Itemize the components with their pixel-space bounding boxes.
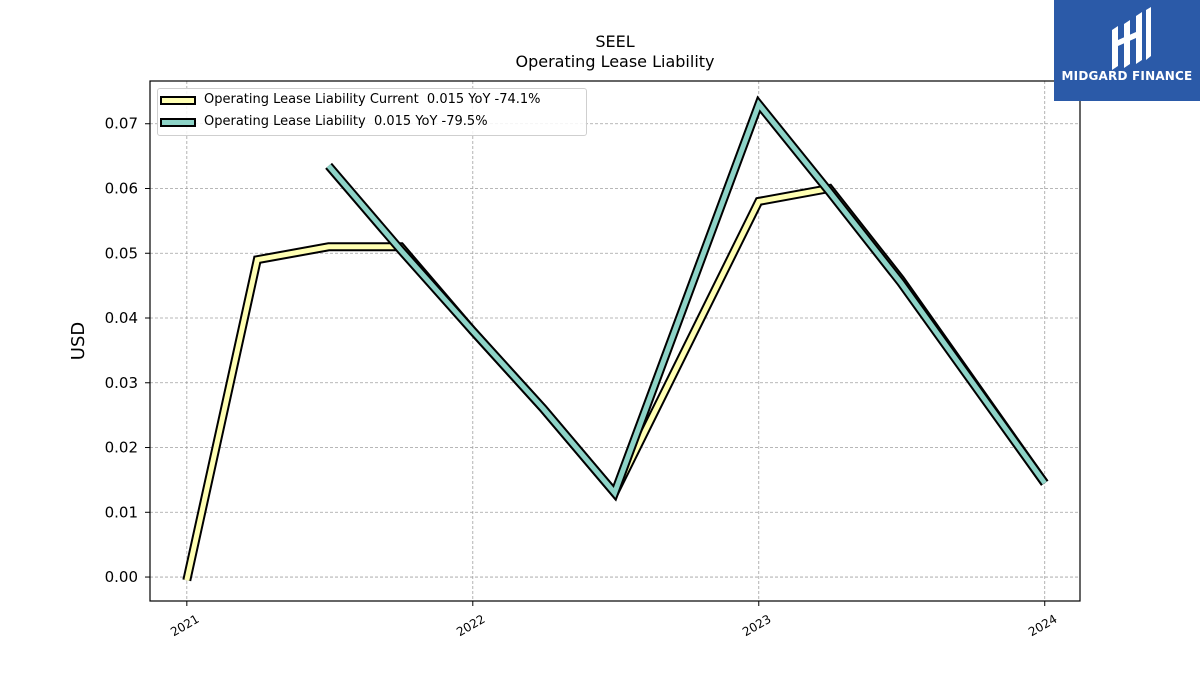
y-tick-label: 0.00: [105, 568, 138, 586]
series-line-1: [326, 99, 1047, 498]
plot-frame: [149, 80, 1081, 602]
x-tick-label: 2024: [1026, 612, 1059, 639]
legend-swatch-total: [160, 118, 196, 127]
x-tick-label: 2021: [168, 612, 201, 639]
logo-brand-text: MIDGARD FINANCE: [1061, 69, 1193, 83]
y-tick-label: 0.02: [105, 439, 138, 457]
x-tick-label: 2023: [740, 612, 773, 639]
y-tick-label: 0.01: [105, 503, 138, 521]
midgard-finance-logo: MIDGARD FINANCE: [1054, 0, 1200, 101]
legend-item-total: Operating Lease Liability 0.015 YoY -79.…: [158, 112, 586, 134]
chart-subtitle: Operating Lease Liability: [515, 52, 715, 71]
y-tick-label: 0.04: [105, 309, 138, 327]
y-tick-label: 0.07: [105, 115, 138, 133]
grid-layer: [150, 81, 1080, 601]
legend-swatch-current: [160, 96, 196, 105]
y-tick-label: 0.06: [105, 179, 138, 197]
legend-label-current: Operating Lease Liability Current 0.015 …: [204, 92, 541, 107]
legend-item-current: Operating Lease Liability Current 0.015 …: [158, 90, 586, 112]
legend: Operating Lease Liability Current 0.015 …: [157, 88, 587, 136]
tick-layer: 0.00 0.01 0.02 0.03 0.04 0.05 0.06 0.07 2021 2022…: [105, 115, 1060, 639]
y-tick-label: 0.03: [105, 374, 138, 392]
x-tick-label: 2022: [454, 612, 487, 639]
legend-label-total: Operating Lease Liability 0.015 YoY -79.…: [204, 114, 488, 129]
series-layer: [182, 95, 1049, 582]
logo-mark-icon: [1112, 7, 1151, 70]
y-tick-label: 0.05: [105, 244, 138, 262]
chart-title: SEEL: [595, 32, 635, 51]
series-line-0: [184, 185, 1047, 581]
y-axis-label: USD: [68, 322, 89, 360]
